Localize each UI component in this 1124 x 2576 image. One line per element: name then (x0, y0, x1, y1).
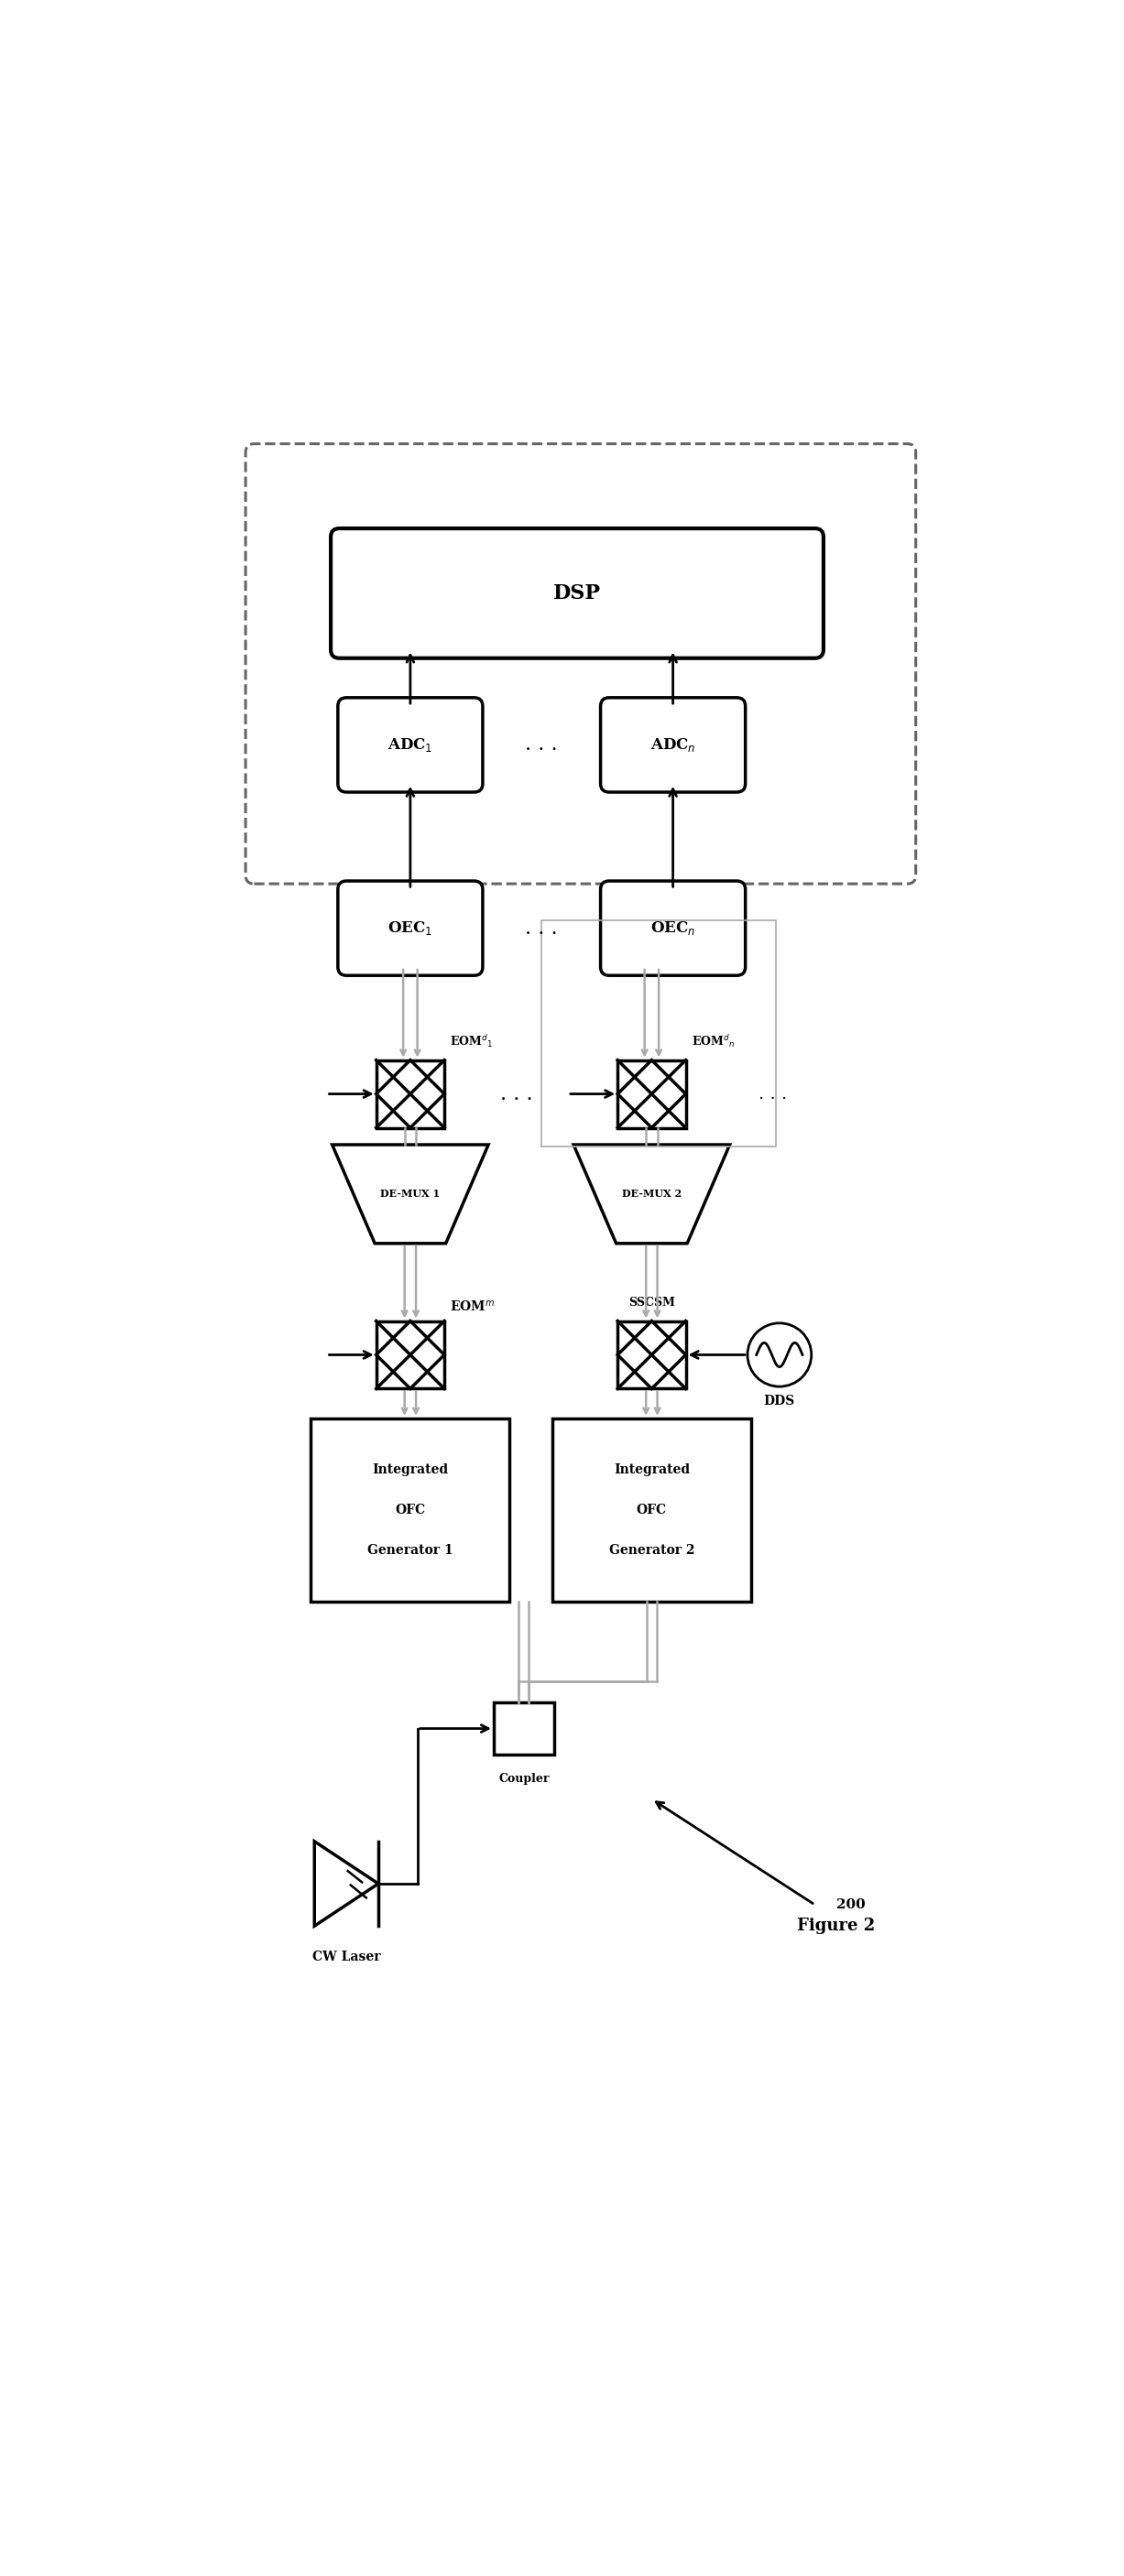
Text: CW Laser: CW Laser (312, 1950, 381, 1963)
Bar (542, 920, 776, 1146)
Text: EOM$^d$$_n$: EOM$^d$$_n$ (691, 1033, 735, 1048)
Text: DE-MUX 2: DE-MUX 2 (622, 1190, 681, 1198)
Text: Generator 1: Generator 1 (368, 1543, 453, 1556)
Text: OEC$_n$: OEC$_n$ (651, 920, 696, 938)
Bar (617, 1061, 686, 1128)
Text: DSP: DSP (553, 582, 601, 603)
FancyBboxPatch shape (600, 698, 745, 793)
Bar (377, 1321, 444, 1388)
Text: SSCSM: SSCSM (628, 1296, 674, 1309)
FancyBboxPatch shape (338, 698, 482, 793)
Text: OEC$_1$: OEC$_1$ (388, 920, 433, 938)
Bar (552, 1419, 751, 1602)
Text: EOM$^d$$_1$: EOM$^d$$_1$ (450, 1033, 493, 1048)
FancyBboxPatch shape (600, 881, 745, 976)
FancyBboxPatch shape (245, 443, 916, 884)
Text: ADC$_1$: ADC$_1$ (388, 737, 433, 755)
Text: EOM$^m$: EOM$^m$ (450, 1298, 495, 1314)
Bar (493, 1703, 554, 1754)
Text: . . .: . . . (500, 1084, 533, 1105)
Text: Integrated: Integrated (614, 1463, 690, 1476)
Text: Figure 2: Figure 2 (797, 1917, 876, 1935)
Text: OFC: OFC (396, 1504, 426, 1517)
FancyBboxPatch shape (330, 528, 824, 657)
Text: DDS: DDS (764, 1394, 795, 1406)
Polygon shape (315, 1842, 379, 1927)
Bar (617, 1321, 686, 1388)
Bar (377, 1061, 444, 1128)
FancyBboxPatch shape (338, 881, 482, 976)
Polygon shape (573, 1144, 729, 1244)
Polygon shape (333, 1144, 488, 1244)
Text: . . .: . . . (758, 1084, 787, 1103)
Text: 200: 200 (836, 1899, 865, 1911)
Text: Generator 2: Generator 2 (609, 1543, 695, 1556)
Bar (311, 1419, 509, 1602)
Text: ADC$_n$: ADC$_n$ (651, 737, 696, 755)
Text: . . .: . . . (525, 734, 558, 755)
Text: Coupler: Coupler (498, 1772, 550, 1785)
Text: DE-MUX 1: DE-MUX 1 (380, 1190, 441, 1198)
Text: OFC: OFC (636, 1504, 667, 1517)
Text: . . .: . . . (525, 917, 558, 938)
Text: Integrated: Integrated (372, 1463, 448, 1476)
